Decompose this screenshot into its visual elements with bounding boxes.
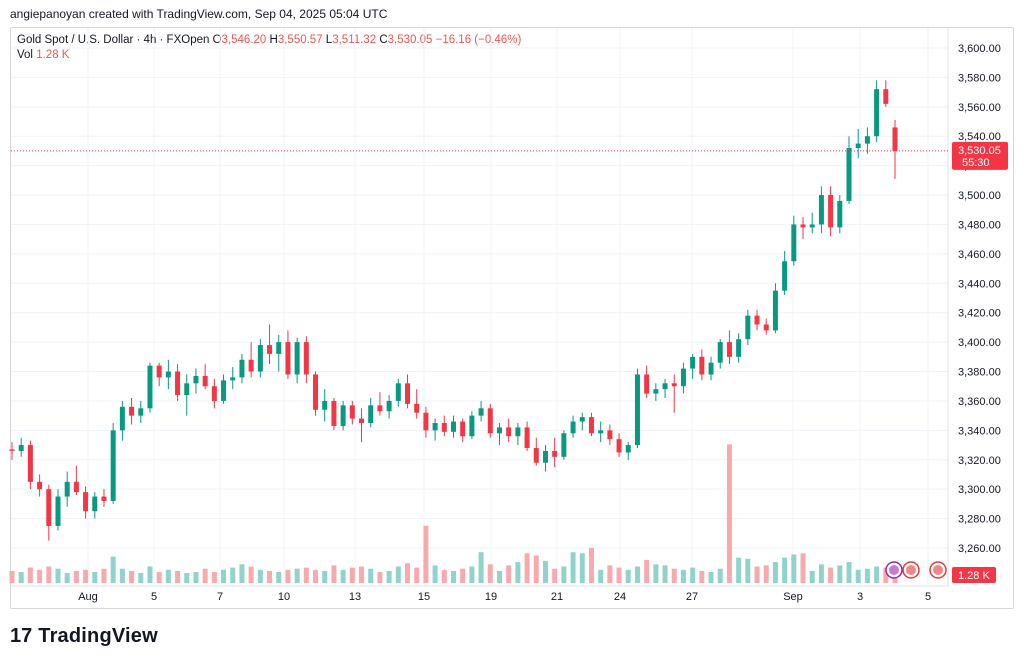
open-label: O	[212, 34, 222, 46]
volume-label: Vol	[17, 49, 33, 61]
ohlc-row: Gold Spot / U.S. Dollar · 4h · FXOpen O3…	[17, 33, 521, 48]
close-value: 3,530.05	[387, 34, 433, 46]
low-label: L	[325, 34, 333, 46]
tradingview-logo-icon: 17	[10, 625, 33, 647]
low-value: 3,511.32	[332, 34, 377, 46]
volume-value: 1.28 K	[36, 49, 70, 61]
attribution: angiepanoyan created with TradingView.co…	[10, 7, 388, 21]
symbol-title[interactable]: Gold Spot / U.S. Dollar · 4h · FXOpen	[17, 34, 210, 46]
volume-row: Vol 1.28 K	[17, 48, 521, 63]
change-value: −16.16 (−0.46%)	[435, 34, 522, 46]
high-value: 3,550.57	[277, 34, 323, 46]
chart-panel[interactable]	[10, 27, 1014, 609]
brand-footer: 17 TradingView	[10, 625, 158, 648]
close-label: C	[379, 34, 388, 46]
chart-legend: Gold Spot / U.S. Dollar · 4h · FXOpen O3…	[17, 33, 521, 63]
open-value: 3,546.20	[221, 34, 267, 46]
high-label: H	[269, 34, 278, 46]
brand-name: TradingView	[38, 625, 158, 647]
